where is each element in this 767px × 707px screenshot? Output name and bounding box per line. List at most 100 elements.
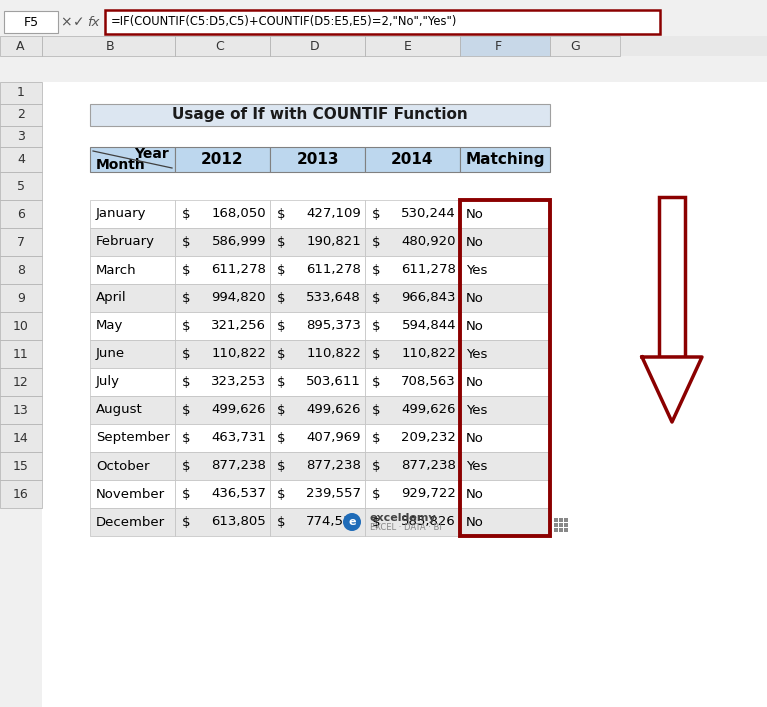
Text: fx: fx <box>87 16 99 28</box>
Text: 10: 10 <box>13 320 29 332</box>
Bar <box>0 36 767 56</box>
Bar <box>42 82 767 707</box>
Text: No: No <box>466 291 484 305</box>
Text: January: January <box>96 207 146 221</box>
Text: $: $ <box>372 375 380 389</box>
Text: Month: Month <box>96 158 146 172</box>
Text: 168,050: 168,050 <box>212 207 266 221</box>
Text: 110,822: 110,822 <box>211 348 266 361</box>
Bar <box>270 256 365 284</box>
Bar <box>0 396 42 424</box>
Bar <box>559 518 563 522</box>
Text: 427,109: 427,109 <box>306 207 361 221</box>
Bar <box>365 36 460 56</box>
Text: No: No <box>466 320 484 332</box>
Text: E: E <box>404 40 412 52</box>
Text: 503,611: 503,611 <box>306 375 361 389</box>
Text: 586,999: 586,999 <box>212 235 266 248</box>
Text: 6: 6 <box>17 207 25 221</box>
Bar <box>559 528 563 532</box>
Text: ✓: ✓ <box>73 15 85 29</box>
Bar <box>175 200 270 228</box>
Text: 2014: 2014 <box>391 152 434 167</box>
Bar <box>0 200 42 228</box>
Bar <box>175 480 270 508</box>
Bar <box>0 104 42 126</box>
Text: No: No <box>466 515 484 529</box>
Bar <box>90 104 550 126</box>
Text: $: $ <box>277 207 285 221</box>
Bar <box>270 200 365 228</box>
Bar <box>0 284 42 312</box>
Bar <box>90 284 175 312</box>
Text: 966,843: 966,843 <box>401 291 456 305</box>
Bar <box>270 36 365 56</box>
Bar <box>460 452 550 480</box>
Text: 708,563: 708,563 <box>401 375 456 389</box>
Text: $: $ <box>277 404 285 416</box>
Bar <box>554 523 558 527</box>
Bar <box>564 528 568 532</box>
Bar <box>270 284 365 312</box>
Bar <box>90 480 175 508</box>
Bar <box>270 312 365 340</box>
Bar <box>0 82 42 104</box>
Bar <box>0 228 42 256</box>
Bar <box>175 36 270 56</box>
Text: 209,232: 209,232 <box>401 431 456 445</box>
Bar <box>270 508 365 536</box>
Text: 895,373: 895,373 <box>306 320 361 332</box>
Bar <box>460 284 550 312</box>
Bar <box>365 452 460 480</box>
Bar <box>0 340 42 368</box>
Text: 2: 2 <box>17 108 25 122</box>
Text: 190,821: 190,821 <box>306 235 361 248</box>
Bar <box>270 452 365 480</box>
Bar <box>460 200 550 228</box>
Text: 110,822: 110,822 <box>401 348 456 361</box>
Text: 14: 14 <box>13 431 29 445</box>
Text: No: No <box>466 207 484 221</box>
Text: 15: 15 <box>13 460 29 472</box>
Bar <box>175 284 270 312</box>
Text: May: May <box>96 320 123 332</box>
Bar <box>90 312 175 340</box>
Text: 594,844: 594,844 <box>401 320 456 332</box>
Text: A: A <box>16 40 25 52</box>
Text: $: $ <box>182 431 190 445</box>
Text: $: $ <box>182 348 190 361</box>
Text: G: G <box>570 40 580 52</box>
Text: 11: 11 <box>13 348 29 361</box>
Bar <box>460 228 550 256</box>
Bar <box>460 396 550 424</box>
Bar <box>270 147 365 172</box>
Bar <box>460 424 550 452</box>
Text: 611,278: 611,278 <box>211 264 266 276</box>
Text: 3: 3 <box>17 130 25 143</box>
Text: 499,626: 499,626 <box>401 404 456 416</box>
Bar <box>559 523 563 527</box>
Bar <box>554 518 558 522</box>
Text: $: $ <box>372 207 380 221</box>
Text: e: e <box>348 517 356 527</box>
Text: ×: × <box>60 15 72 29</box>
Bar <box>175 396 270 424</box>
Circle shape <box>343 513 361 531</box>
Bar <box>365 480 460 508</box>
Text: 323,253: 323,253 <box>211 375 266 389</box>
Bar <box>460 147 550 172</box>
Text: $: $ <box>372 320 380 332</box>
Bar <box>554 528 558 532</box>
Bar <box>365 147 460 172</box>
Text: 613,805: 613,805 <box>211 515 266 529</box>
Text: $: $ <box>182 264 190 276</box>
Bar <box>365 312 460 340</box>
Polygon shape <box>642 357 702 422</box>
Bar <box>460 508 550 536</box>
Text: $: $ <box>372 515 380 529</box>
Text: 611,278: 611,278 <box>306 264 361 276</box>
Bar <box>0 147 42 172</box>
Text: 611,278: 611,278 <box>401 264 456 276</box>
Text: $: $ <box>372 404 380 416</box>
Text: $: $ <box>277 460 285 472</box>
